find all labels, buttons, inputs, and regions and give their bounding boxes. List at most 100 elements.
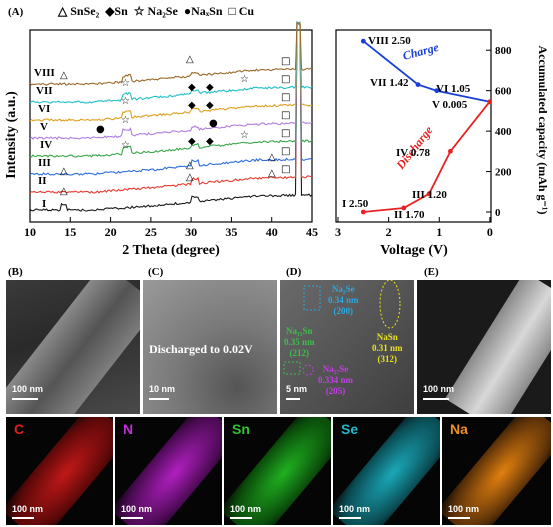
xrd-curves bbox=[29, 20, 313, 212]
roi-na27se bbox=[302, 364, 314, 376]
marker-na2se-4: ☆ bbox=[121, 140, 130, 151]
curve-label-i: I bbox=[42, 198, 46, 210]
v-point-7 bbox=[415, 82, 421, 87]
xrd-tick-label: 30 bbox=[185, 225, 197, 239]
map-se: Se 100 nm bbox=[333, 417, 440, 525]
marker-snse2-6: △ bbox=[186, 172, 194, 183]
marker-cu-7: □ bbox=[281, 164, 290, 175]
map-c-label: C bbox=[14, 421, 25, 437]
scalebar-e bbox=[423, 398, 449, 400]
v-xtick-label: 3 bbox=[335, 225, 341, 239]
v-ytick-label: 400 bbox=[495, 126, 512, 138]
v-point-3 bbox=[426, 191, 432, 197]
vpoint-label-iii: III 1.20 bbox=[412, 189, 447, 201]
xrd-tick-label: 35 bbox=[225, 225, 237, 239]
tem-image-b: 100 nm bbox=[6, 280, 140, 414]
scale-text-d: 5 nm bbox=[286, 384, 308, 394]
map-n-scalebar bbox=[121, 517, 143, 519]
v-xtick-label: 0 bbox=[487, 225, 493, 239]
voltage-xticks: 3 2 1 0 bbox=[335, 217, 493, 239]
panel-e-letter: (E) bbox=[424, 266, 439, 278]
marker-na2se-5: ☆ bbox=[240, 74, 249, 85]
v-ytick-label: 200 bbox=[495, 167, 512, 179]
marker-cu-3: □ bbox=[281, 92, 290, 103]
map-se-scale: 100 nm bbox=[339, 504, 371, 514]
marker-na2se-1: ☆ bbox=[121, 78, 130, 89]
marker-cu-4: □ bbox=[281, 110, 290, 121]
v-ytick-label: 0 bbox=[495, 207, 501, 219]
xrd-curve-ii bbox=[29, 22, 313, 194]
v-xtick-label: 1 bbox=[436, 225, 442, 239]
xrd-curve-iii bbox=[29, 20, 313, 176]
charge-curve bbox=[362, 40, 490, 103]
annotation-overlay bbox=[283, 280, 401, 376]
scale-text-b: 100 nm bbox=[12, 384, 44, 394]
anno-nasn: NaSn 0.31 nm (312) bbox=[372, 332, 403, 364]
curve-label-ii: II bbox=[38, 175, 47, 187]
map-sn: Sn 100 nm bbox=[224, 417, 331, 525]
xrd-tick-label: 25 bbox=[145, 225, 157, 239]
xrd-curve-iv bbox=[29, 22, 313, 158]
marker-cu-6: □ bbox=[281, 146, 290, 157]
marker-snse2-3: △ bbox=[60, 186, 68, 197]
v-point-1 bbox=[360, 209, 366, 215]
marker-snse2-8: △ bbox=[268, 168, 276, 179]
map-c-scalebar bbox=[12, 517, 34, 519]
scalebar-c bbox=[149, 398, 169, 400]
xrd-tick-label: 10 bbox=[24, 225, 36, 239]
voltage-curves bbox=[360, 38, 493, 215]
scalebar-b bbox=[12, 398, 38, 400]
tem-image-d: Na₂Se 0.34 nm (200) NaSn 0.31 nm (312) Na₁₅S… bbox=[280, 280, 414, 414]
v-point-8 bbox=[360, 38, 366, 44]
marker-snse2-5: △ bbox=[186, 160, 194, 171]
marker-snse2-4: △ bbox=[186, 54, 194, 65]
voltage-frame bbox=[335, 29, 492, 223]
scale-text-c: 10 nm bbox=[149, 384, 176, 394]
vpoint-label-v: V 0.005 bbox=[432, 99, 468, 111]
anno-na2se: Na₂Se 0.34 nm (200) bbox=[328, 284, 359, 316]
map-c-scale: 100 nm bbox=[12, 504, 44, 514]
voltage-chart: 3 2 1 0 0 200 400 600 800 Voltage (V) Accumulat… bbox=[335, 29, 550, 258]
xrd-tick-label: 40 bbox=[266, 225, 278, 239]
v-ytick-label: 800 bbox=[495, 45, 512, 57]
map-sn-label: Sn bbox=[232, 421, 250, 437]
marker-na2se-3: ☆ bbox=[121, 115, 130, 126]
vpoint-label-viii: VIII 2.50 bbox=[368, 35, 411, 47]
anno-na15sn: Na₁₅Sn 0.35 nm (212) bbox=[284, 326, 315, 358]
map-n-label: N bbox=[123, 421, 134, 437]
v-ytick-label: 600 bbox=[495, 86, 512, 98]
curve-label-viii: VIII bbox=[34, 67, 55, 79]
panel-b-letter: (B) bbox=[8, 266, 23, 278]
nanofiber-e bbox=[445, 280, 551, 414]
roi-na15sn bbox=[283, 361, 301, 375]
vpoint-label-ii: II 1.70 bbox=[394, 209, 425, 221]
scalebar-d bbox=[286, 398, 300, 400]
vpoint-label-iv: IV 0.78 bbox=[396, 147, 431, 159]
panel-d-letter: (D) bbox=[286, 266, 302, 278]
roi-na2se bbox=[303, 285, 321, 311]
voltage-ylabel: Accumulated capacity (mAh g⁻¹) bbox=[536, 46, 550, 215]
map-c: C 100 nm bbox=[6, 417, 113, 525]
legend-sn: ◆Sn bbox=[105, 4, 128, 18]
map-na: Na 100 nm bbox=[442, 417, 551, 525]
map-se-label: Se bbox=[341, 421, 359, 437]
vpoint-label-i: I 2.50 bbox=[342, 198, 369, 210]
xrd-xlabel: 2 Theta (degree) bbox=[122, 243, 220, 258]
marker-sn-3: ◆ bbox=[188, 100, 196, 111]
xrd-frame bbox=[29, 29, 313, 223]
marker-naxsn-1: ● bbox=[96, 124, 105, 135]
roi-nasn bbox=[379, 280, 401, 329]
curve-label-iii: III bbox=[38, 157, 51, 169]
map-na-scale: 100 nm bbox=[448, 504, 480, 514]
map-sn-scalebar bbox=[230, 517, 252, 519]
map-na-scalebar bbox=[448, 517, 470, 519]
marker-na2se-6: ☆ bbox=[240, 130, 249, 141]
xrd-ylabel: Intensity (a.u.) bbox=[4, 91, 19, 179]
xrd-xticks: 10 15 20 25 30 35 40 45 bbox=[24, 217, 318, 239]
curve-label-v: V bbox=[40, 121, 48, 133]
marker-cu-1: □ bbox=[281, 56, 290, 67]
marker-na2se-2: ☆ bbox=[121, 96, 130, 107]
xrd-curve-v bbox=[29, 20, 313, 140]
map-se-scalebar bbox=[339, 517, 361, 519]
marker-sn-6: ◆ bbox=[206, 136, 214, 147]
